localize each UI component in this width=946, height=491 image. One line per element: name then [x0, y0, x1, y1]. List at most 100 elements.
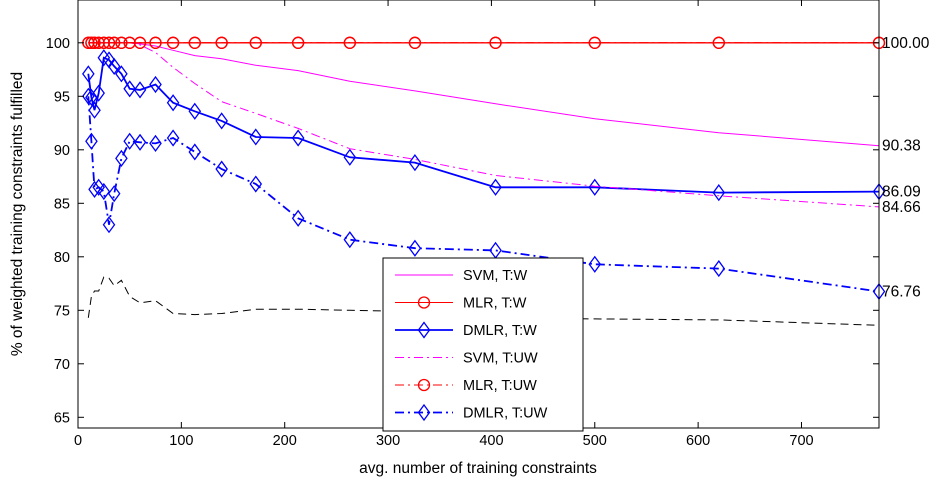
y-tick-label: 95: [54, 89, 70, 105]
legend: SVM, T:W MLR, T:W DMLR, T:W SVM, T:UW MLR, T…: [382, 257, 584, 432]
x-tick-label: 300: [376, 433, 400, 449]
data-point-diamond: [123, 80, 136, 98]
data-point-diamond: [215, 112, 228, 130]
data-point-circle: [291, 36, 305, 49]
data-point-diamond: [82, 87, 95, 105]
legend-label: DMLR, T:W: [463, 323, 537, 339]
data-point-diamond: [133, 133, 147, 151]
data-point-diamond: [92, 84, 105, 102]
legend-entry: MLR, T:W: [395, 296, 527, 312]
data-point-diamond: [85, 132, 98, 150]
x-tick-label: 0: [74, 433, 82, 449]
legend-entry: DMLR, T:W: [395, 321, 537, 339]
data-point-diamond: [88, 101, 101, 119]
data-point-diamond: [133, 81, 147, 99]
end-value-label: 100.00: [882, 35, 930, 52]
data-point-diamond: [588, 178, 602, 196]
end-value-label: 86.09: [882, 184, 921, 201]
data-point-circle: [85, 36, 98, 49]
data-point-circle: [188, 36, 201, 49]
data-point-diamond: [88, 180, 101, 198]
data-point-circle: [88, 36, 101, 49]
data-point-diamond: [166, 129, 180, 147]
data-point-diamond: [408, 239, 422, 257]
legend-label: SVM, T:W: [463, 268, 527, 284]
data-point-diamond: [107, 57, 121, 75]
legend-entry: SVM, T:W: [395, 268, 527, 284]
y-tick-label: 75: [54, 303, 70, 319]
x-tick-label: 200: [273, 433, 297, 449]
data-point-diamond: [123, 132, 136, 150]
legend-box: [382, 257, 584, 432]
data-point-diamond: [166, 94, 180, 112]
data-point-circle: [166, 36, 180, 49]
data-point-diamond: [215, 160, 228, 178]
legend-label: MLR, T:UW: [463, 378, 537, 394]
data-point-circle: [588, 36, 601, 49]
series-line: [87, 56, 880, 194]
data-point-circle: [417, 296, 431, 309]
data-point-diamond: [107, 185, 121, 203]
x-tick-label: 500: [583, 433, 607, 449]
data-point-circle: [343, 36, 356, 49]
end-value-label: 84.66: [882, 199, 921, 216]
data-point-circle: [115, 36, 128, 49]
end-value-label: 76.76: [882, 283, 921, 300]
axes-layer: 0 100 200 300 400 500 600 700 65 70 75 80 85 90 95 100: [46, 0, 879, 449]
legend-entry: DMLR, T:UW: [395, 403, 548, 422]
data-point-circle: [249, 36, 262, 49]
data-point-diamond: [712, 259, 726, 278]
data-point-diamond: [249, 175, 263, 193]
y-tick-label: 80: [54, 250, 70, 266]
data-point-diamond: [149, 75, 162, 94]
y-tick-label: 70: [54, 357, 70, 373]
end-value-label: 90.38: [882, 138, 921, 155]
x-tick-label: 400: [479, 433, 503, 449]
legend-entry: SVM, T:UW: [395, 351, 538, 367]
data-point-circle: [133, 36, 147, 49]
data-point-circle: [123, 36, 136, 49]
data-point-diamond: [149, 134, 162, 152]
data-point-diamond: [249, 128, 263, 146]
data-point-diamond: [343, 148, 357, 166]
x-tick-label: 100: [169, 433, 193, 449]
series-layer: [82, 36, 886, 326]
legend-label: SVM, T:UW: [463, 351, 538, 367]
data-point-diamond: [417, 403, 431, 422]
series-line: [88, 42, 880, 208]
x-tick-label: 700: [789, 433, 813, 449]
data-point-circle: [712, 36, 725, 49]
data-point-circle: [97, 36, 110, 49]
data-point-diamond: [82, 65, 95, 83]
data-point-diamond: [408, 154, 422, 172]
data-point-diamond: [115, 149, 128, 167]
x-axis-label: avg. number of training constraints: [359, 460, 597, 477]
legend-label: DMLR, T:UW: [463, 406, 548, 422]
x-tick-label: 600: [686, 433, 710, 449]
data-point-diamond: [291, 209, 305, 227]
series-svm-t-uw: [88, 42, 880, 208]
data-point-circle: [92, 36, 105, 49]
data-point-diamond: [115, 65, 128, 83]
data-point-diamond: [712, 184, 726, 202]
y-tick-label: 100: [46, 36, 70, 52]
data-point-diamond: [417, 321, 431, 339]
data-point-circle: [108, 36, 121, 49]
series-dmlr-t-w: [82, 49, 886, 202]
data-point-diamond: [188, 143, 202, 161]
data-point-circle: [102, 36, 116, 49]
data-point-circle: [408, 36, 422, 49]
legend-entry: MLR, T:UW: [395, 378, 537, 394]
data-point-diamond: [291, 129, 305, 147]
data-point-diamond: [489, 178, 502, 196]
data-point-circle: [489, 36, 502, 49]
y-axis-label: % of weighted training constraints fulfi…: [9, 72, 26, 356]
series-line: [87, 96, 880, 293]
legend-label: MLR, T:W: [463, 296, 527, 312]
y-tick-label: 90: [54, 143, 70, 159]
data-point-diamond: [588, 255, 602, 273]
data-point-diamond: [343, 231, 357, 249]
y-tick-label: 65: [54, 410, 70, 426]
